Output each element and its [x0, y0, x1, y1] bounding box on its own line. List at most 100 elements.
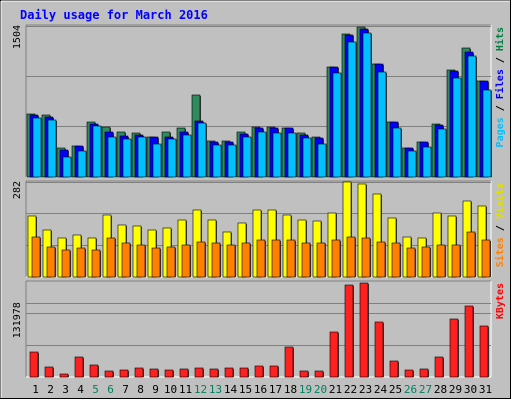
bar-kbytes-day-13 [209, 368, 219, 378]
legend-part: / [495, 99, 506, 117]
legend-label: KBytes [495, 283, 506, 319]
legend-part: Visits [494, 183, 506, 219]
bar-pages-day-26 [407, 150, 417, 178]
bar-kbytes-day-5 [89, 364, 99, 378]
x-tick-label: 2 [47, 383, 54, 396]
bar-sites-day-2 [46, 246, 56, 278]
bar-pages-day-18 [287, 132, 297, 178]
x-tick-label: 13 [209, 383, 222, 396]
x-tick-label: 9 [152, 383, 159, 396]
bar-sites-day-28 [436, 244, 446, 278]
bar-pages-day-22 [347, 41, 357, 178]
bar-sites-day-19 [301, 242, 311, 278]
bar-sites-day-5 [91, 249, 101, 278]
bar-kbytes-day-19 [299, 370, 309, 378]
bar-pages-day-3 [62, 156, 72, 178]
bar-sites-day-6 [106, 237, 116, 278]
bar-sites-day-24 [376, 241, 386, 278]
legend-label: Pages / Files / Hits [494, 27, 506, 147]
bar-kbytes-day-29 [449, 318, 459, 378]
bar-pages-day-20 [317, 143, 327, 178]
bar-pages-day-31 [482, 89, 492, 178]
x-tick-label: 8 [137, 383, 144, 396]
chart-title: Daily usage for March 2016 [20, 8, 208, 22]
bar-kbytes-day-20 [314, 370, 324, 378]
bar-pages-day-17 [272, 132, 282, 178]
x-tick-label: 25 [389, 383, 402, 396]
bar-pages-day-29 [452, 77, 462, 178]
bar-sites-day-18 [286, 239, 296, 278]
bar-sites-day-10 [166, 246, 176, 278]
x-tick-label: 29 [449, 383, 462, 396]
bar-kbytes-day-28 [434, 356, 444, 378]
bar-sites-day-21 [331, 239, 341, 278]
bar-kbytes-day-11 [179, 368, 189, 378]
max-value-label: 282 [12, 181, 23, 199]
bar-sites-day-3 [61, 249, 71, 278]
bar-sites-day-31 [481, 239, 491, 278]
x-tick-label: 23 [359, 383, 372, 396]
x-tick-label: 1 [32, 383, 39, 396]
legend-label: Sites / Visits [494, 183, 506, 267]
x-tick-label: 3 [62, 383, 69, 396]
bar-kbytes-day-18 [284, 346, 294, 378]
bar-sites-day-25 [391, 242, 401, 278]
bar-pages-day-1 [32, 117, 42, 178]
bar-pages-day-5 [92, 125, 102, 178]
bar-sites-day-29 [451, 244, 461, 278]
panel-hits_files_pages: 1504 Pages / Files / Hits [12, 24, 506, 178]
bar-pages-day-16 [257, 131, 267, 178]
bar-sites-day-26 [406, 247, 416, 278]
chart-panels: 1504 Pages / Files / Hits 282 Sites / Visit… [12, 24, 506, 378]
legend-part: Files [494, 69, 506, 99]
bar-sites-day-17 [271, 239, 281, 278]
bar-kbytes-day-24 [374, 321, 384, 378]
series-sites [31, 231, 491, 278]
x-tick-label: 16 [254, 383, 267, 396]
bar-pages-day-6 [107, 136, 117, 178]
x-tick-label: 20 [314, 383, 327, 396]
legend-part: / [495, 219, 506, 237]
x-tick-label: 5 [92, 383, 99, 396]
bar-sites-day-9 [151, 247, 161, 278]
x-tick-label: 31 [479, 383, 492, 396]
bar-pages-day-21 [332, 72, 342, 178]
x-axis: 1 2 3 4 5 6 7 8 9 10 11 12 13 14 15 16 17 18 19 20 21 22 23 24 2… [32, 383, 492, 396]
bar-kbytes-day-21 [329, 331, 339, 378]
bar-sites-day-27 [421, 246, 431, 278]
series-pages [32, 32, 492, 178]
x-tick-label: 22 [344, 383, 357, 396]
legend-part: Sites [494, 237, 506, 267]
panel-background [26, 281, 491, 377]
bar-pages-day-11 [182, 134, 192, 178]
bar-kbytes-day-14 [224, 367, 234, 378]
bar-kbytes-day-7 [119, 369, 129, 378]
bar-kbytes-day-2 [44, 366, 54, 378]
bar-kbytes-day-30 [464, 305, 474, 378]
x-tick-label: 27 [419, 383, 432, 396]
x-tick-label: 4 [77, 383, 84, 396]
bar-kbytes-day-22 [344, 284, 354, 378]
x-tick-label: 12 [194, 383, 207, 396]
bar-kbytes-day-6 [104, 370, 114, 378]
panel-kbytes: 131978 KBytes [12, 280, 506, 378]
x-tick-label: 6 [107, 383, 114, 396]
legend-part: KBytes [495, 283, 506, 319]
bar-pages-day-19 [302, 137, 312, 178]
x-tick-label: 17 [269, 383, 282, 396]
bar-pages-day-28 [437, 128, 447, 178]
bar-sites-day-13 [211, 242, 221, 278]
x-tick-label: 10 [164, 383, 177, 396]
bar-sites-day-14 [226, 244, 236, 278]
bar-kbytes-day-12 [194, 367, 204, 378]
bar-pages-day-4 [77, 150, 87, 178]
bar-kbytes-day-9 [149, 368, 159, 378]
bar-kbytes-day-8 [134, 367, 144, 378]
x-tick-label: 24 [374, 383, 388, 396]
max-value-label: 1504 [12, 25, 23, 49]
bar-pages-day-12 [197, 122, 207, 178]
bar-kbytes-day-25 [389, 360, 399, 378]
bar-sites-day-23 [361, 237, 371, 278]
bar-sites-day-4 [76, 247, 86, 278]
bar-sites-day-7 [121, 242, 131, 278]
